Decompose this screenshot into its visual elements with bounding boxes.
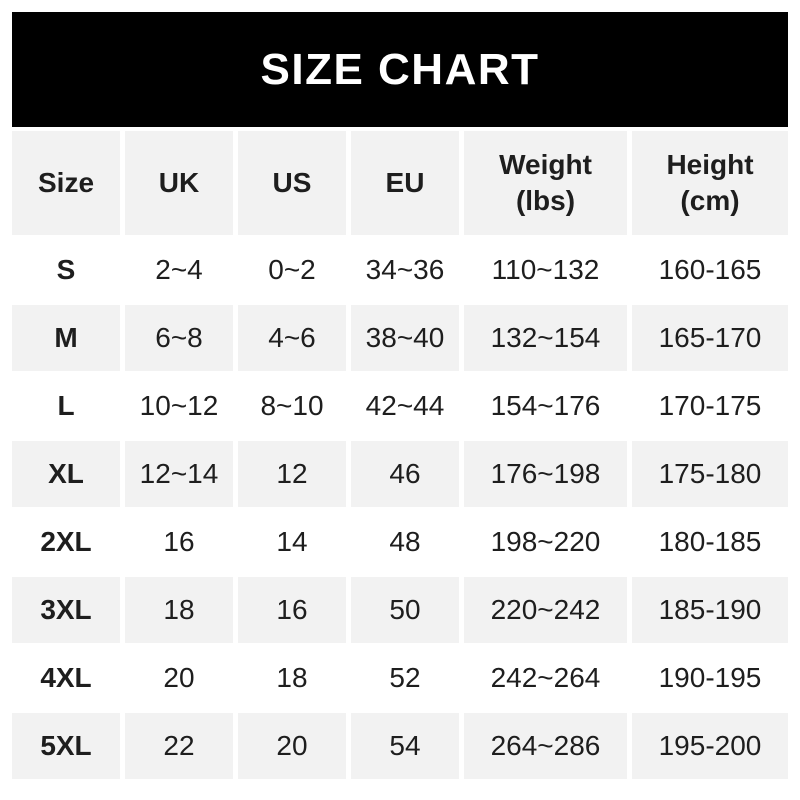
column-header-uk: UK: [125, 131, 233, 235]
table-cell: 2~4: [125, 237, 233, 303]
table-cell: 50: [351, 577, 459, 643]
table-cell: 22: [125, 713, 233, 779]
table-cell: 190-195: [632, 645, 788, 711]
table-cell: 38~40: [351, 305, 459, 371]
table-cell: 42~44: [351, 373, 459, 439]
table-cell: 14: [238, 509, 346, 575]
column-header-weight: Weight (lbs): [464, 131, 627, 235]
table-cell: 176~198: [464, 441, 627, 507]
row-size-label: M: [12, 305, 120, 371]
table-cell: 160-165: [632, 237, 788, 303]
row-size-label: L: [12, 373, 120, 439]
table-cell: 242~264: [464, 645, 627, 711]
title-bar: SIZE CHART: [12, 12, 788, 127]
table-cell: 132~154: [464, 305, 627, 371]
table-cell: 198~220: [464, 509, 627, 575]
column-header-height: Height (cm): [632, 131, 788, 235]
table-cell: 34~36: [351, 237, 459, 303]
table-cell: 12~14: [125, 441, 233, 507]
table-cell: 16: [125, 509, 233, 575]
table-cell: 170-175: [632, 373, 788, 439]
table-cell: 8~10: [238, 373, 346, 439]
row-size-label: 5XL: [12, 713, 120, 779]
table-cell: 165-170: [632, 305, 788, 371]
table-cell: 52: [351, 645, 459, 711]
table-cell: 154~176: [464, 373, 627, 439]
row-size-label: 2XL: [12, 509, 120, 575]
table-cell: 4~6: [238, 305, 346, 371]
row-size-label: S: [12, 237, 120, 303]
table-cell: 20: [125, 645, 233, 711]
table-cell: 18: [238, 645, 346, 711]
row-size-label: XL: [12, 441, 120, 507]
table-cell: 0~2: [238, 237, 346, 303]
table-cell: 195-200: [632, 713, 788, 779]
table-cell: 48: [351, 509, 459, 575]
table-cell: 185-190: [632, 577, 788, 643]
table-cell: 175-180: [632, 441, 788, 507]
column-header-size: Size: [12, 131, 120, 235]
table-cell: 10~12: [125, 373, 233, 439]
row-size-label: 3XL: [12, 577, 120, 643]
table-cell: 18: [125, 577, 233, 643]
table-cell: 6~8: [125, 305, 233, 371]
table-cell: 46: [351, 441, 459, 507]
table-cell: 220~242: [464, 577, 627, 643]
page-title: SIZE CHART: [260, 44, 540, 94]
table-cell: 54: [351, 713, 459, 779]
table-cell: 264~286: [464, 713, 627, 779]
size-table: Size UK US EU Weight (lbs) Height (cm) S 2~4 0~2…: [12, 131, 788, 779]
column-header-us: US: [238, 131, 346, 235]
table-cell: 20: [238, 713, 346, 779]
row-size-label: 4XL: [12, 645, 120, 711]
table-cell: 12: [238, 441, 346, 507]
table-cell: 180-185: [632, 509, 788, 575]
table-cell: 110~132: [464, 237, 627, 303]
column-header-eu: EU: [351, 131, 459, 235]
table-cell: 16: [238, 577, 346, 643]
